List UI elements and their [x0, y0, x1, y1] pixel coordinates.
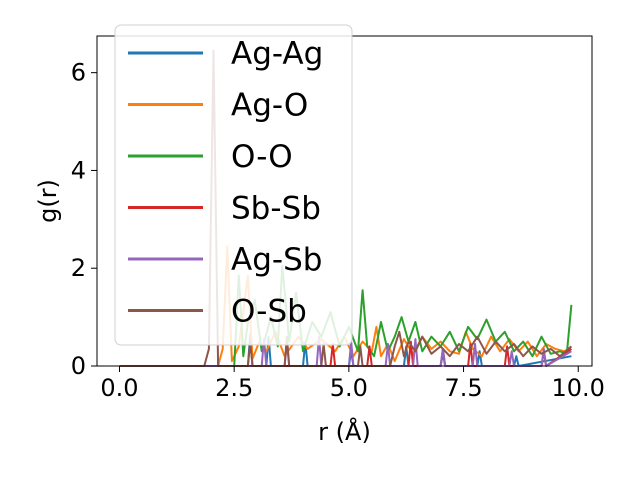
legend-items: Ag-Ag Ag-O O-O Sb-Sb Ag-Sb O-Sb — [128, 36, 323, 330]
legend-label: Ag-Ag — [231, 36, 323, 72]
legend: Ag-Ag Ag-O O-O Sb-Sb Ag-Sb O-Sb — [114, 24, 353, 346]
y-tick-label: 4 — [71, 156, 86, 184]
y-axis-ticks: 0 2 4 6 — [71, 59, 97, 380]
series-line-o-sb — [119, 49, 573, 367]
legend-label: O-Sb — [231, 294, 307, 330]
y-tick-label: 6 — [71, 59, 86, 87]
x-tick-label: 10.0 — [552, 374, 605, 402]
legend-label: Sb-Sb — [231, 191, 321, 227]
y-axis-label: g(r) — [34, 179, 62, 223]
x-axis-label: r (Å) — [318, 417, 371, 446]
legend-label: O-O — [231, 139, 293, 175]
y-tick-label: 0 — [71, 352, 86, 380]
series-line-ag-o — [119, 245, 572, 367]
legend-label: Ag-O — [231, 88, 308, 124]
legend-label: Ag-Sb — [231, 242, 322, 278]
x-axis-ticks: 0.0 2.5 5.0 7.5 10.0 — [100, 366, 605, 402]
x-tick-label: 7.5 — [444, 374, 482, 402]
y-tick-label: 2 — [71, 254, 86, 282]
x-tick-label: 0.0 — [100, 374, 138, 402]
x-tick-label: 2.5 — [215, 374, 253, 402]
x-tick-label: 5.0 — [330, 374, 368, 402]
